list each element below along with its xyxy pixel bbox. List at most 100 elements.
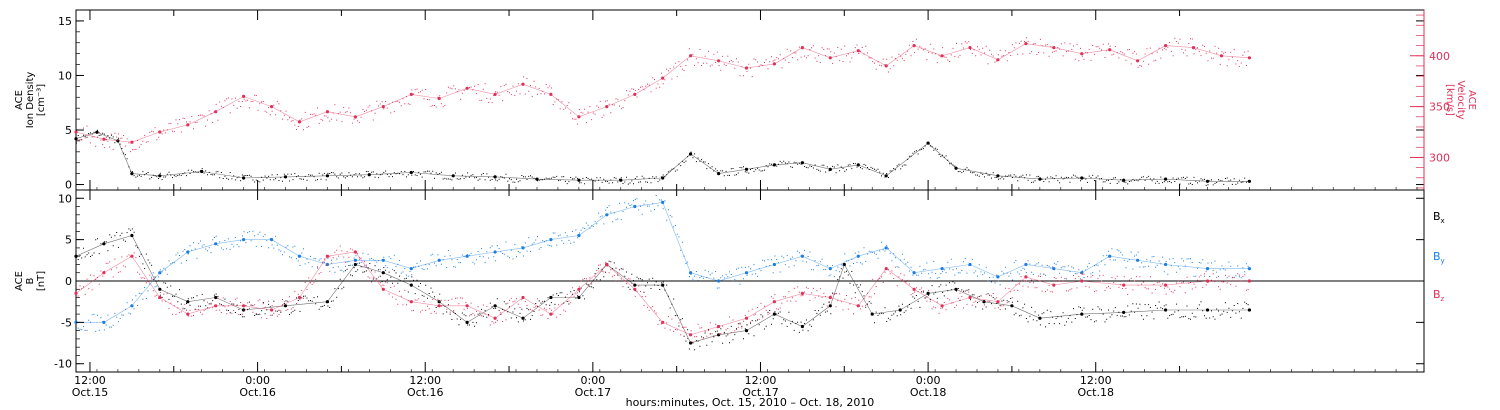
series-velocity-point-0 [74,130,78,134]
series-bx-point-20 [661,283,665,287]
legend-by-sub: y [1441,257,1445,265]
series-by-point-24 [744,271,749,275]
legend: Bx By Bz [1433,210,1445,303]
series-bx-samples [76,228,1249,351]
series-bz-point-4 [186,312,190,316]
series-by-point-22 [689,271,693,275]
series-velocity-point-12 [409,92,413,96]
top-x-ticks [75,10,1418,190]
series-by-point-28 [856,254,860,258]
series-velocity-point-42 [1247,56,1251,60]
series-bx-point-34 [1038,316,1042,320]
series-by-point-14 [465,254,469,258]
series-by-point-18 [577,233,581,238]
legend-bz: Bz [1433,288,1445,303]
series-velocity-point-4 [186,123,190,127]
b-field-axis-title-line-1: ACE [14,271,25,291]
series-density-point-3 [130,172,134,176]
series-density-point-27 [996,174,1000,178]
x-axis-title: hours:minutes, Oct. 15, 2010 – Oct. 18, … [626,396,875,409]
series-bx-point-26 [828,304,832,308]
series-velocity-point-25 [772,62,777,66]
legend-bx-label: B [1433,210,1441,223]
series-velocity-point-18 [577,115,581,119]
x-tick-time-4: 12:00 [409,374,441,387]
series-density [74,129,1251,186]
series-bz-point-7 [270,308,274,312]
series-velocity-point-21 [661,76,665,80]
series-by-point-17 [549,238,553,242]
left-tick-label--10: -10 [54,358,72,371]
bottom-x-ticks [75,190,1418,372]
series-bx [74,228,1251,351]
left-tick-label-10: 10 [58,192,72,205]
b-field-axis-title-line-3: [nT] [36,271,47,291]
series-bx-point-13 [465,320,469,324]
series-bx-point-14 [493,304,497,308]
legend-by: By [1433,250,1445,265]
b-field-axis-title: ACE B [nT] [14,271,47,291]
series-bz-point-28 [856,304,860,308]
bottom-panel: -10 -5 0 5 10 ACE B [nT] Bx By Bz [14,189,1445,373]
series-bz-point-20 [633,287,637,291]
series-bx-point-33 [1010,304,1014,308]
series-bz-point-11 [381,287,385,291]
series-by-point-3 [158,271,162,275]
series-velocity-point-23 [717,59,721,63]
series-density-trace [75,131,1250,182]
series-by-point-21 [661,200,665,204]
series-density-point-13 [535,177,539,181]
series-density-point-14 [577,178,581,182]
series-bx-point-29 [898,308,902,312]
series-velocity-point-34 [1024,42,1028,46]
series-bx-point-23 [744,329,749,333]
series-velocity-trace [75,43,1250,143]
series-bz-point-30 [912,287,916,291]
x-tick-date-12: Oct.18 [1077,386,1114,399]
series-by-point-38 [1136,258,1140,262]
series-bz-point-27 [828,295,832,300]
series-velocity-point-2 [130,140,134,144]
top-panel-series [74,37,1251,186]
series-bx-point-2 [130,233,134,238]
series-by-point-4 [186,250,190,254]
x-tick-date-0: Oct.15 [72,386,109,399]
series-bx-point-39 [1247,308,1251,312]
x-tick-date-8: Oct.17 [742,386,779,399]
series-by-point-29 [884,246,888,250]
series-density-point-0 [74,137,78,141]
series-bz [74,245,1251,343]
series-bz-point-17 [549,312,553,316]
series-bx-point-16 [549,295,553,300]
series-by-point-5 [214,242,218,246]
series-by-point-33 [996,275,1000,279]
series-bx-point-4 [186,300,190,304]
series-bz-point-24 [744,316,749,320]
series-bx-point-11 [409,283,413,287]
bottom-panel-series [74,195,1251,351]
series-bz-point-37 [1122,283,1126,287]
density-axis-title-line-3: [cm⁻³] [36,84,47,116]
series-bz-point-40 [1247,279,1251,283]
series-velocity-point-10 [353,115,357,119]
series-velocity-point-30 [912,44,916,48]
series-by-point-2 [130,304,134,308]
series-bx-point-25 [800,324,805,329]
series-bx-point-10 [381,271,385,275]
left-tick-label-5: 5 [65,234,72,247]
series-bx-point-15 [521,316,525,320]
series-bz-point-6 [242,304,246,308]
series-velocity-point-38 [1136,59,1140,63]
series-velocity-point-20 [633,92,637,96]
series-velocity-samples [76,37,1249,153]
series-by-point-6 [242,238,246,242]
series-velocity-point-28 [856,49,860,53]
series-velocity-point-39 [1164,44,1168,48]
series-by-point-8 [297,254,302,258]
x-tick-date-2: Oct.16 [239,386,276,399]
series-bx-point-17 [577,295,581,300]
series-density-point-1 [95,130,99,134]
series-velocity-point-16 [521,82,525,86]
left-tick-label-0: 0 [65,179,72,192]
